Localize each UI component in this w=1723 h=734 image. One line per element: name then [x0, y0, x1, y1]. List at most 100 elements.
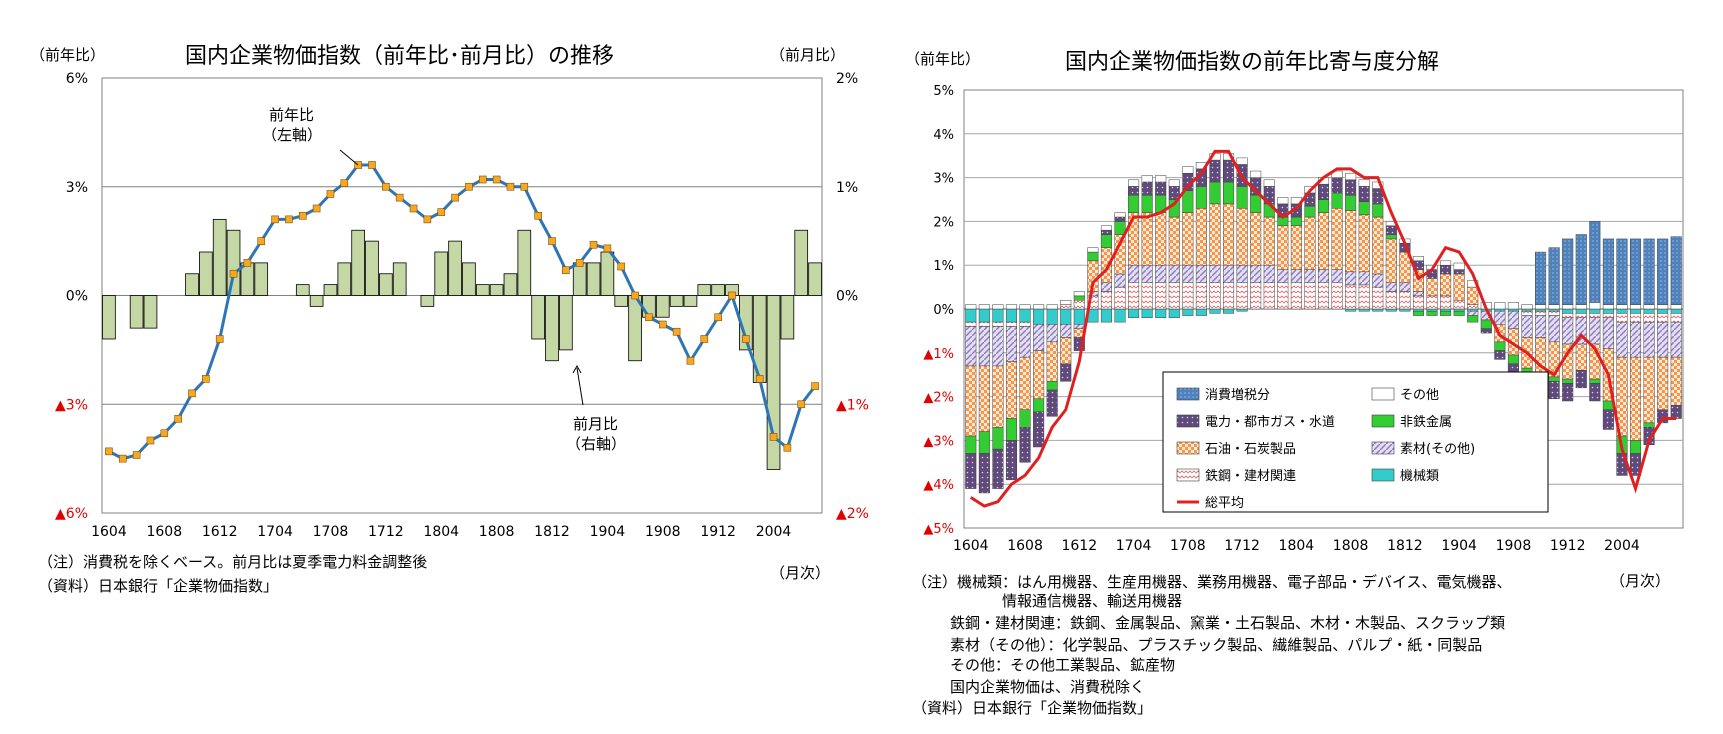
- legend-label: 石油・石炭製品: [1205, 442, 1296, 457]
- contribution-bar-segment: [1670, 236, 1682, 305]
- contribution-bar-segment: [1657, 238, 1669, 305]
- contribution-bar-segment: [1657, 304, 1669, 310]
- contribution-bar-segment: [1358, 186, 1370, 202]
- right-y-tick-label: 1%: [836, 180, 858, 196]
- contribution-bar-segment: [1548, 247, 1560, 305]
- yoy-marker: [215, 335, 224, 343]
- yoy-marker: [368, 161, 376, 169]
- contribution-bar-segment: [1060, 324, 1072, 338]
- left-x-tick-label: 1808: [479, 524, 515, 540]
- contribution-bar-segment: [1060, 304, 1072, 310]
- contribution-bar-segment: [1236, 264, 1248, 283]
- yoy-marker: [492, 175, 501, 184]
- left-x-tick-label: 1812: [534, 524, 570, 540]
- left-chart-x-unit: （月次）: [770, 564, 831, 582]
- right-chart-note-3: 鉄鋼・建材関連：鉄鋼、金属製品、窯業・土石製品、木材・木製品、スクラップ類: [950, 614, 1506, 632]
- yoy-marker: [354, 161, 362, 169]
- left-annotation-yoy-sub: （左軸）: [262, 126, 323, 144]
- contribution-bar-segment: [978, 304, 990, 310]
- contribution-bar-segment: [1128, 264, 1140, 283]
- contribution-bar-segment: [1236, 282, 1248, 310]
- contribution-bar-segment: [1548, 304, 1560, 310]
- contribution-bar-segment: [1467, 308, 1479, 312]
- contribution-bar-segment: [1114, 221, 1126, 235]
- contribution-bar-segment: [1345, 284, 1357, 310]
- contribution-bar-segment: [1019, 308, 1031, 323]
- contribution-bar-segment: [1250, 264, 1262, 283]
- contribution-bar-segment: [1236, 157, 1248, 165]
- contribution-bar-segment: [1535, 304, 1547, 310]
- mom-bar: [102, 295, 116, 340]
- contribution-bar-segment: [1602, 313, 1614, 319]
- left-chart-ticks: 6% 3% 0% ▲3% ▲6% 2% 1% 0% ▲1% ▲2%: [55, 71, 869, 522]
- contribution-bar-segment: [1358, 271, 1370, 286]
- right-y-tick-label: 3%: [933, 172, 954, 187]
- contribution-bar-segment: [1073, 324, 1085, 329]
- mom-bar: [462, 262, 476, 296]
- contribution-bar-segment: [1602, 308, 1614, 314]
- contribution-bar-segment: [1548, 308, 1560, 312]
- contribution-bar-segment: [1250, 170, 1262, 178]
- mom-bar: [711, 284, 725, 296]
- contribution-bar-segment: [1019, 321, 1031, 327]
- contribution-bar-segment: [1236, 186, 1248, 209]
- contribution-bar-segment: [1005, 321, 1018, 327]
- contribution-bar-segment: [1087, 291, 1099, 297]
- contribution-bar-segment: [1657, 356, 1669, 410]
- contribution-bar-segment: [1629, 321, 1642, 358]
- contribution-bar-segment: [1046, 304, 1058, 310]
- contribution-bar-segment: [1182, 166, 1194, 174]
- mom-bar: [780, 295, 795, 340]
- mom-bar: [655, 295, 670, 318]
- contribution-bar-segment: [1263, 216, 1275, 266]
- contribution-bar-segment: [1168, 264, 1180, 283]
- contribution-bar-segment: [1589, 378, 1601, 384]
- mom-bar: [337, 262, 352, 296]
- contribution-bar-segment: [1033, 411, 1045, 448]
- contribution-bar-segment: [1670, 313, 1682, 323]
- contribution-bar-segment: [1195, 264, 1207, 283]
- contribution-bar-segment: [1548, 381, 1560, 400]
- contribution-bar-segment: [1019, 409, 1031, 428]
- contribution-bar-segment: [1209, 203, 1221, 266]
- yoy-marker: [603, 244, 612, 253]
- contribution-bar-segment: [1616, 308, 1628, 314]
- contribution-bar-segment: [1453, 299, 1465, 310]
- contribution-bar-segment: [1209, 264, 1221, 283]
- contribution-bar-segment: [1589, 313, 1601, 319]
- contribution-bar-segment: [1385, 234, 1397, 240]
- contribution-bar-segment: [1440, 260, 1452, 266]
- yoy-marker: [271, 215, 279, 224]
- mom-bar: [379, 273, 393, 296]
- right-x-tick-label: 1712: [1224, 538, 1260, 554]
- contribution-bar-segment: [1385, 238, 1397, 283]
- contribution-bar-segment: [965, 304, 977, 310]
- mom-annotation-arrow: [576, 367, 584, 406]
- contribution-bar-segment: [1467, 304, 1479, 310]
- contribution-bar-segment: [1236, 208, 1248, 266]
- contribution-bar-segment: [1033, 324, 1045, 351]
- yoy-marker: [298, 211, 307, 220]
- contribution-bar-segment: [1277, 225, 1289, 270]
- contribution-bar-segment: [1209, 181, 1221, 205]
- contribution-bar-segment: [1453, 269, 1465, 275]
- left-annotation-mom-sub: （右軸）: [566, 435, 627, 453]
- contribution-bar-segment: [1033, 398, 1045, 413]
- contribution-bar-segment: [1128, 308, 1140, 319]
- contribution-bar-segment: [965, 321, 977, 327]
- contribution-bar-segment: [978, 431, 990, 454]
- contribution-bar-segment: [1521, 308, 1533, 312]
- mom-bar: [545, 295, 559, 362]
- yoy-marker: [783, 443, 792, 452]
- contribution-bar-segment: [1670, 405, 1682, 419]
- yoy-marker: [465, 182, 473, 191]
- contribution-bar-segment: [992, 326, 1004, 367]
- contribution-bar-segment: [1019, 356, 1031, 410]
- right-chart-x-ticks: 1604 1608 1612 1704 1708 1712 1804 1808 1812 1904…: [953, 538, 1640, 554]
- contribution-bar-segment: [1494, 308, 1506, 312]
- mom-bar: [254, 262, 269, 296]
- contribution-bar-segment: [1114, 212, 1126, 218]
- mom-bar: [503, 273, 518, 296]
- yoy-marker: [589, 240, 598, 249]
- contribution-bar-segment: [1087, 251, 1099, 262]
